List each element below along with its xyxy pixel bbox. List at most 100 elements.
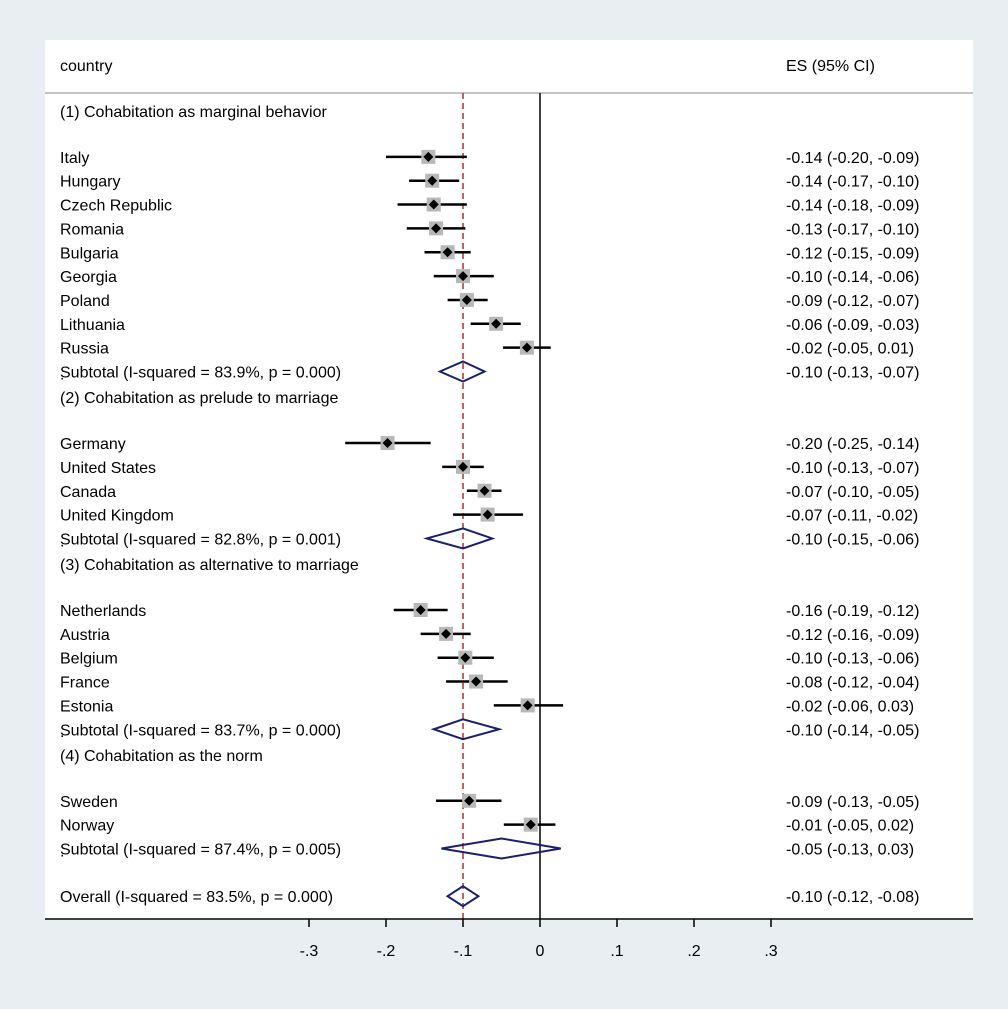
- point-estimate-marker: [428, 199, 439, 210]
- forest-row-study: Bulgaria -0.12 (-0.15, -0.09): [60, 245, 919, 262]
- point-estimate-marker: [482, 509, 493, 520]
- forest-row-study: Poland -0.09 (-0.12, -0.07): [60, 292, 919, 310]
- point-estimate-marker: [522, 700, 533, 711]
- row-label: Lithuania: [60, 317, 125, 334]
- forest-row-dot: .: [60, 724, 64, 741]
- row-label: Norway: [60, 818, 114, 835]
- effect-size-ci-text: -0.10 (-0.13, -0.06): [786, 651, 919, 668]
- row-label: Poland: [60, 293, 110, 310]
- forest-row-study: Canada -0.07 (-0.10, -0.05): [60, 483, 919, 501]
- forest-row-study: Russia -0.02 (-0.05, 0.01): [60, 340, 914, 358]
- forest-row-subtotal: Overall (I-squared = 83.5%, p = 0.000) -0…: [60, 885, 919, 908]
- effect-size-ci-text: -0.10 (-0.13, -0.07): [786, 460, 919, 477]
- forest-row-study: Hungary -0.14 (-0.17, -0.10): [60, 173, 919, 191]
- row-label: France: [60, 675, 110, 692]
- x-axis-tick-label: -.2: [377, 943, 396, 960]
- row-label: Sweden: [60, 794, 118, 811]
- point-estimate-marker: [441, 628, 452, 639]
- effect-size-ci-text: -0.02 (-0.05, 0.01): [786, 341, 914, 358]
- pooled-estimate-diamond: [430, 718, 503, 741]
- forest-row-subtotal: Subtotal (I-squared = 83.7%, p = 0.000) -…: [60, 718, 919, 741]
- row-label: Germany: [60, 436, 126, 453]
- forest-row-study: Belgium -0.10 (-0.13, -0.06): [60, 650, 919, 668]
- effect-size-ci-text: -0.16 (-0.19, -0.12): [786, 603, 919, 620]
- point-estimate-marker: [427, 175, 438, 186]
- effect-size-ci-text: -0.08 (-0.12, -0.04): [786, 675, 919, 692]
- x-axis-tick-label: -.3: [300, 943, 319, 960]
- point-estimate-marker: [471, 676, 482, 687]
- row-label: (3) Cohabitation as alternative to marri…: [60, 557, 359, 574]
- effect-size-ci-text: -0.10 (-0.14, -0.05): [786, 722, 919, 739]
- row-label: Bulgaria: [60, 245, 119, 262]
- row-label: Romania: [60, 221, 124, 238]
- row-label: .: [60, 843, 64, 860]
- point-estimate-marker: [521, 342, 532, 353]
- point-estimate-marker: [431, 223, 442, 234]
- point-estimate-marker: [442, 247, 453, 258]
- forest-row-study: Lithuania -0.06 (-0.09, -0.03): [60, 316, 919, 334]
- plot-panel: [45, 40, 973, 920]
- forest-row-dot: .: [60, 366, 64, 383]
- row-label: (2) Cohabitation as prelude to marriage: [60, 390, 338, 407]
- effect-size-ci-text: -0.07 (-0.11, -0.02): [786, 508, 918, 525]
- row-label: Overall (I-squared = 83.5%, p = 0.000): [60, 889, 333, 906]
- row-label: Subtotal (I-squared = 83.7%, p = 0.000): [60, 722, 341, 739]
- forest-row-study: Georgia -0.10 (-0.14, -0.06): [60, 269, 919, 286]
- forest-row-subtotal: Subtotal (I-squared = 87.4%, p = 0.005) -…: [60, 837, 914, 860]
- forest-row-study: Romania -0.13 (-0.17, -0.10): [60, 221, 919, 238]
- forest-row-study: Czech Republic -0.14 (-0.18, -0.09): [60, 197, 919, 215]
- forest-row-study: Austria -0.12 (-0.16, -0.09): [60, 626, 919, 644]
- point-estimate-marker: [415, 605, 426, 615]
- effect-size-ci-text: -0.07 (-0.10, -0.05): [786, 484, 919, 501]
- forest-row-study: Italy -0.14 (-0.20, -0.09): [60, 149, 919, 167]
- forest-row-group: (2) Cohabitation as prelude to marriage: [60, 390, 338, 407]
- point-estimate-marker: [461, 294, 472, 305]
- pooled-estimate-diamond: [441, 837, 561, 860]
- row-label: Austria: [60, 627, 110, 644]
- row-label: Subtotal (I-squared = 82.8%, p = 0.001): [60, 531, 341, 548]
- x-axis-tick-label: .1: [610, 943, 623, 960]
- row-label: Netherlands: [60, 603, 146, 620]
- effect-size-ci-text: -0.09 (-0.12, -0.07): [786, 293, 919, 310]
- effect-size-ci-text: -0.10 (-0.15, -0.06): [786, 531, 919, 548]
- effect-size-ci-text: -0.06 (-0.09, -0.03): [786, 317, 919, 334]
- forest-row-study: Sweden -0.09 (-0.13, -0.05): [60, 793, 919, 811]
- effect-size-ci-text: -0.12 (-0.16, -0.09): [786, 627, 919, 644]
- effect-size-ci-text: -0.14 (-0.20, -0.09): [786, 150, 919, 167]
- forest-row-study: Germany -0.20 (-0.25, -0.14): [60, 436, 919, 453]
- forest-row-dot: .: [60, 843, 64, 860]
- row-label: (1) Cohabitation as marginal behavior: [60, 104, 327, 121]
- forest-row-study: United Kingdom -0.07 (-0.11, -0.02): [60, 508, 918, 525]
- row-label: United Kingdom: [60, 508, 174, 525]
- forest-row-subtotal: Subtotal (I-squared = 82.8%, p = 0.001) -…: [60, 527, 919, 550]
- forest-row-dot: .: [60, 533, 64, 550]
- point-estimate-marker: [423, 151, 434, 162]
- effect-size-ci-text: -0.10 (-0.13, -0.07): [786, 365, 919, 382]
- forest-row-study: Norway -0.01 (-0.05, 0.02): [60, 817, 914, 835]
- effect-size-ci-text: -0.14 (-0.18, -0.09): [786, 198, 919, 215]
- forest-row-group: (3) Cohabitation as alternative to marri…: [60, 557, 359, 574]
- header-country: country: [60, 58, 112, 75]
- row-label: Georgia: [60, 269, 117, 286]
- forest-row-study: Netherlands -0.16 (-0.19, -0.12): [60, 603, 919, 620]
- effect-size-ci-text: -0.02 (-0.06, 0.03): [786, 698, 914, 715]
- effect-size-ci-text: -0.13 (-0.17, -0.10): [786, 221, 919, 238]
- effect-size-ci-text: -0.14 (-0.17, -0.10): [786, 174, 919, 191]
- effect-size-ci-text: -0.09 (-0.13, -0.05): [786, 794, 919, 811]
- pooled-estimate-diamond: [423, 527, 496, 550]
- x-axis-tick-label: -.1: [454, 943, 473, 960]
- effect-size-ci-text: -0.05 (-0.13, 0.03): [786, 842, 914, 859]
- point-estimate-marker: [525, 819, 536, 830]
- x-axis-tick-label: 0: [536, 943, 545, 960]
- point-estimate-marker: [458, 271, 468, 282]
- forest-row-study: Estonia -0.02 (-0.06, 0.03): [60, 698, 914, 715]
- forest-row-study: United States -0.10 (-0.13, -0.07): [60, 459, 919, 477]
- row-label: Russia: [60, 341, 109, 358]
- row-label: .: [60, 724, 64, 741]
- point-estimate-marker: [382, 438, 393, 449]
- forest-row-group: (4) Cohabitation as the norm: [60, 748, 263, 765]
- row-label: .: [60, 366, 64, 383]
- row-label: Subtotal (I-squared = 83.9%, p = 0.000): [60, 365, 341, 382]
- pooled-estimate-diamond: [445, 885, 481, 908]
- point-estimate-marker: [479, 485, 490, 496]
